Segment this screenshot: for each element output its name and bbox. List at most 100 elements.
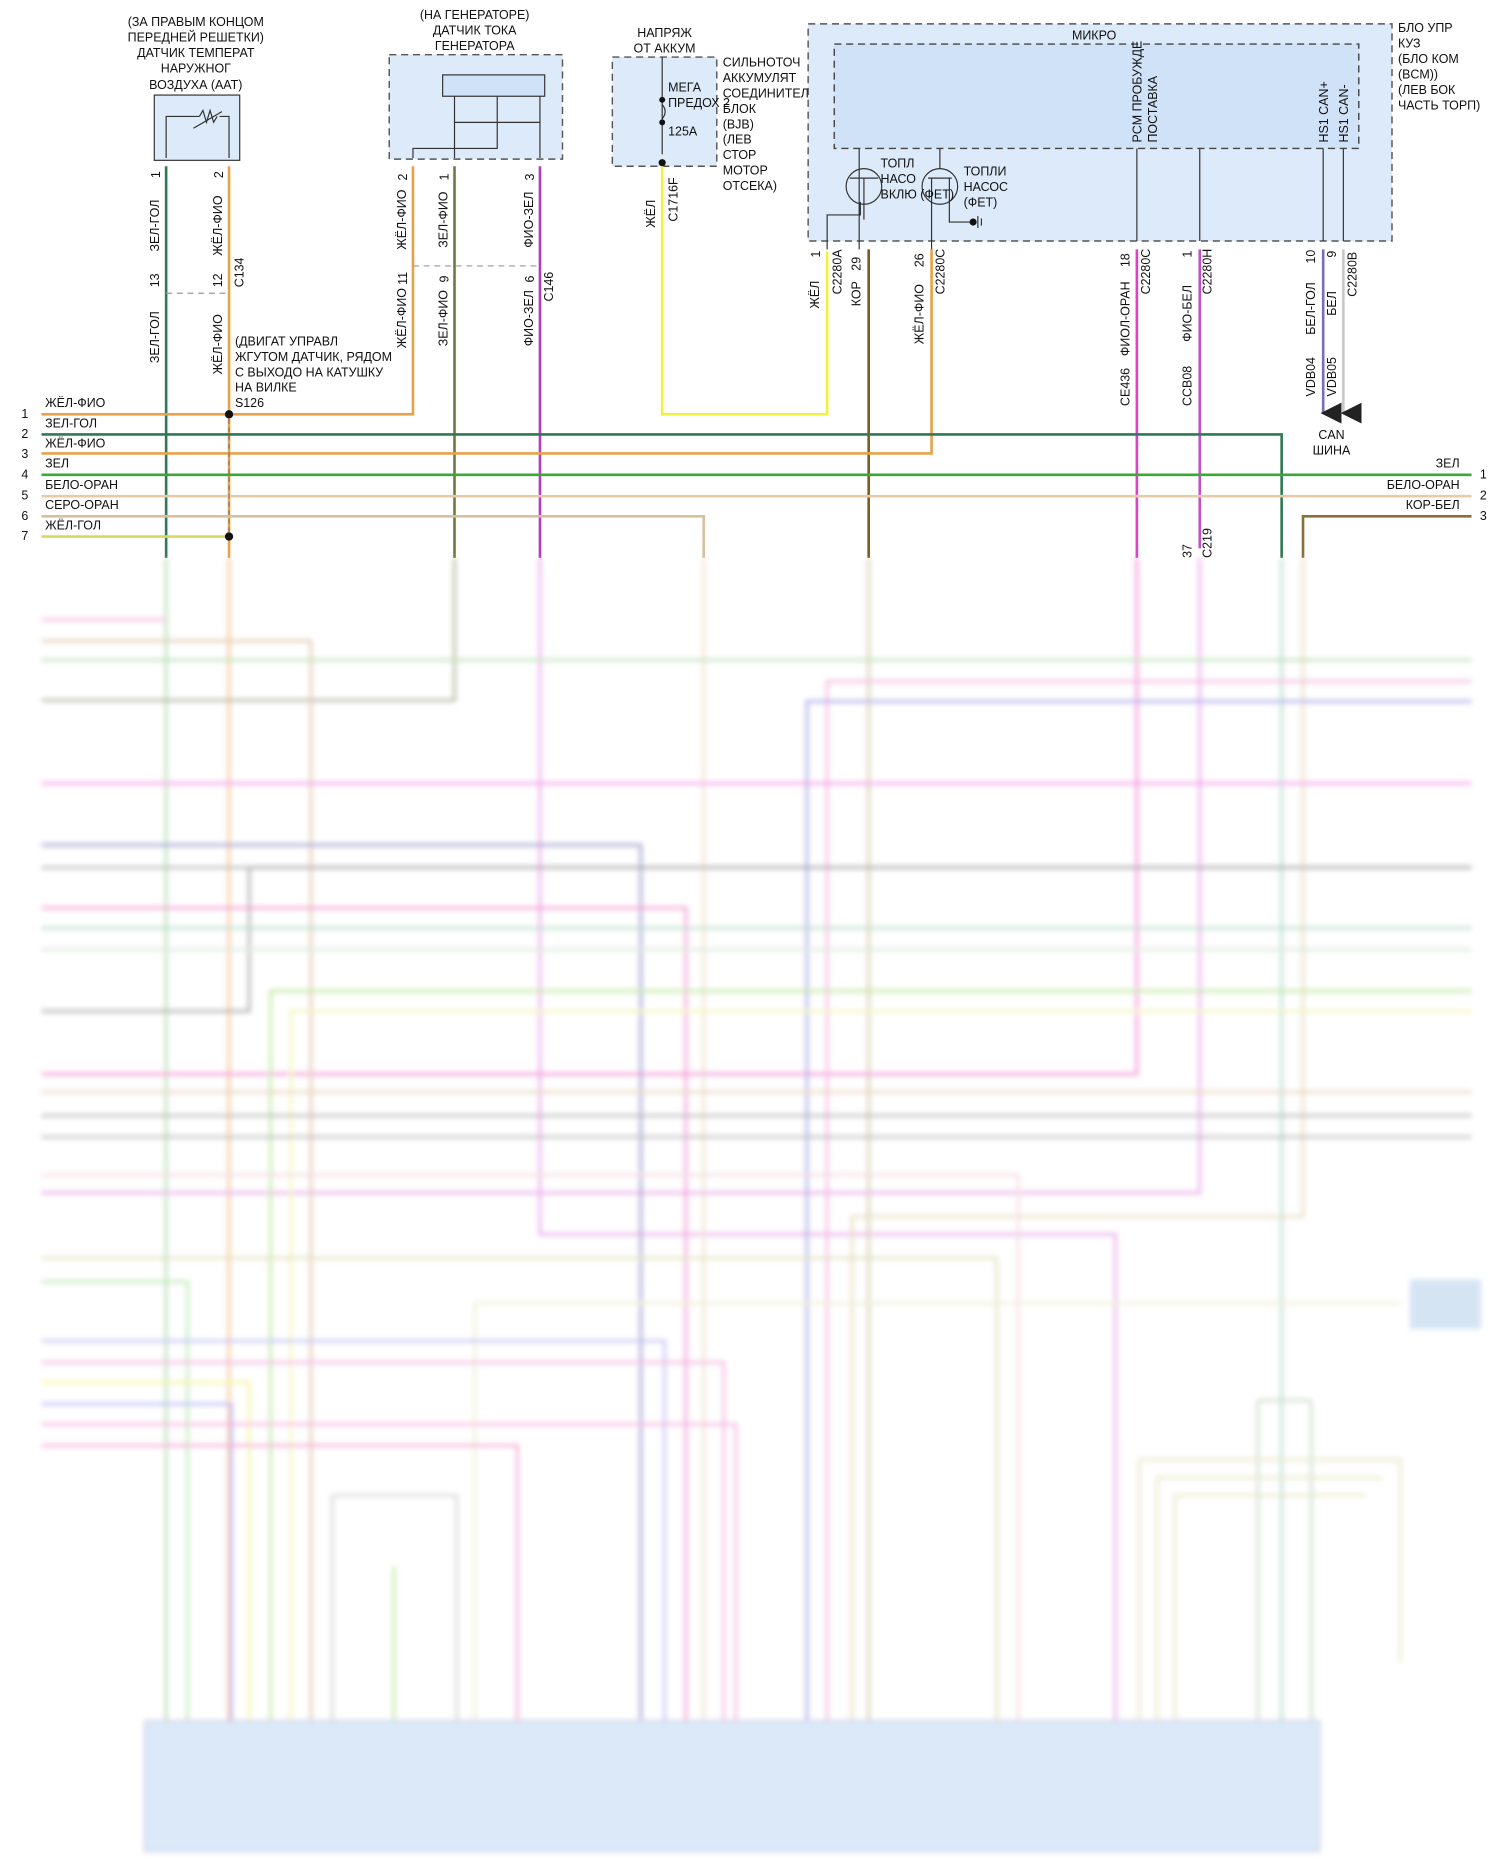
ground-icon [969,218,977,226]
bjb-desc: БЛОК [723,102,757,116]
wire-zhel-fio-gen [41,166,415,416]
circuit-label: CE436 [1119,368,1133,406]
fet-transistor-icon [826,148,883,250]
bjb-desc: МОТОР [723,164,768,178]
fet-label: ТОПЛ [881,156,915,170]
diagram-line [41,1173,1020,1721]
diagram-line [388,53,564,160]
diagram-line [289,1009,1472,1721]
gen-title: ДАТЧИК ТОКА [433,24,517,38]
connector-label: C219 [1201,528,1215,558]
diagram-label: 5 [21,489,28,503]
diagram-line [41,1422,738,1721]
bjb-title: НАПРЯЖ [637,26,692,40]
connector-label: C1716F [667,177,681,222]
bus-label: БЕЛО-ОРАН [1387,478,1460,492]
diagram-line [805,700,1472,1721]
diagram-label: 3 [1480,509,1487,523]
diagram-line [1136,148,1344,242]
fuse-label: ПРЕДОХ 2 [668,96,730,110]
diagram-line [442,74,546,97]
aat-title-line: ВОЗДУХА (AAT) [149,78,242,92]
pin-label: 9 [1325,251,1339,258]
pin-label: 9 [438,276,452,283]
bus-label: ЖЁЛ-ФИО [45,437,106,451]
pin-label: 13 [148,273,162,287]
pin-label: 3 [523,174,537,181]
splice-note: С ВЫХОДО НА КАТУШКУ [235,365,383,379]
diagram-label: 2 [1480,489,1487,503]
aat-sensor: (ЗА ПРАВЫМ КОНЦОМ ПЕРЕДНЕЙ РЕШЕТКИ) ДАТЧ… [128,15,264,161]
splice-id: S126 [235,396,264,410]
wire-label: ЖЁЛ-ФИО [912,284,926,345]
wire-label: ЗЕЛ-ГОЛ [148,200,162,252]
blurred-lower-diagram [41,557,1482,1852]
diagram-line [41,557,456,702]
aat-title-line: НАРУЖНОГ [161,62,231,76]
fuse-rating: 125A [668,124,698,138]
bcm-desc: ЧАСТЬ ТОРП) [1398,98,1480,112]
diagram-label: 1 [21,407,28,421]
generator-current-sensor: (НА ГЕНЕРАТОРЕ) ДАТЧИК ТОКА ГЕНЕРАТОРА [388,8,564,160]
bcm-desc: БЛО УПР [1398,21,1453,35]
bjb-desc: АККУМУЛЯТ [723,71,797,85]
diagram-line [850,557,1305,1721]
wire-label: ЖЁЛ [808,281,822,309]
diagram-label: 6 [21,509,28,523]
diagram-line [41,843,643,1721]
pin-label: 37 [1180,544,1194,558]
battery-junction-box: НАПРЯЖ ОТ АККУМ МЕГА ПРЕДОХ 2 125A СИЛЬН… [611,26,809,193]
wire-label: ЖЁЛ [644,200,658,228]
pin-label: 6 [523,276,537,283]
diagram-line [1409,1279,1482,1330]
bcm-desc: (BCM)) [1398,67,1438,81]
diagram-line [41,1280,189,1721]
diagram-line [928,148,971,250]
diagram-line [826,148,879,250]
bjb-desc: (BJB) [723,117,754,131]
circuit-label: VDB04 [1304,357,1318,397]
diagram-line [833,43,1360,150]
bjb-desc: ОТСЕКА) [723,179,777,193]
can-plus-label: HS1 CAN+ [1317,81,1331,142]
wire-zhel [660,166,829,416]
diagram-line [41,866,1472,1013]
connector-label: C134 [232,257,246,287]
diagram-line [41,1361,726,1721]
bus-label: БЕЛО-ОРАН [45,478,118,492]
can-bus-label: ШИНА [1313,444,1351,458]
aat-sensor-box [153,94,241,161]
diagram-line [1137,1458,1402,1721]
bcm-desc: (ЛЕВ БОК [1398,83,1456,97]
diagram-line [41,1402,233,1721]
diagram-line [41,1339,666,1721]
bcm-desc: КУЗ [1398,37,1421,51]
can-minus-label: HS1 CAN- [1337,84,1351,142]
bus-label: ЖЁЛ-ФИО [45,396,106,410]
bus-line-6 [41,515,706,558]
wire-label: ЗЕЛ-ФИО [436,290,450,347]
diagram-label: 7 [21,529,28,543]
splice-dot [224,532,234,541]
bus-label: ЗЕЛ [1436,457,1460,471]
bus-label: ЗЕЛ [45,457,69,471]
sensor-circuit-icon [412,96,541,158]
diagram-line [330,1494,459,1721]
bjb-desc: СИЛЬНОТОЧ [723,56,801,70]
fuse-icon [661,104,666,120]
connector-label: C2280C [1139,249,1153,295]
diagram-line [1256,1399,1313,1721]
circuit-label: CCB08 [1180,366,1194,406]
pin-label: 26 [912,253,926,267]
diagram-line [41,1256,999,1721]
diagram-line [659,96,666,103]
diagram-line [193,108,223,129]
fuse-label: МЕГА [668,80,702,94]
aat-title-line: ДАТЧИК ТЕМПЕРАТ [137,46,255,60]
pin-label: 1 [149,171,163,178]
wire-label: ЗЕЛ-ФИО [436,191,450,248]
connector-label: C146 [542,272,556,302]
wire-zhel-fio-bcm [41,249,933,455]
connector-label: C2280A [830,249,844,295]
connector-label: C2280C [934,249,948,295]
